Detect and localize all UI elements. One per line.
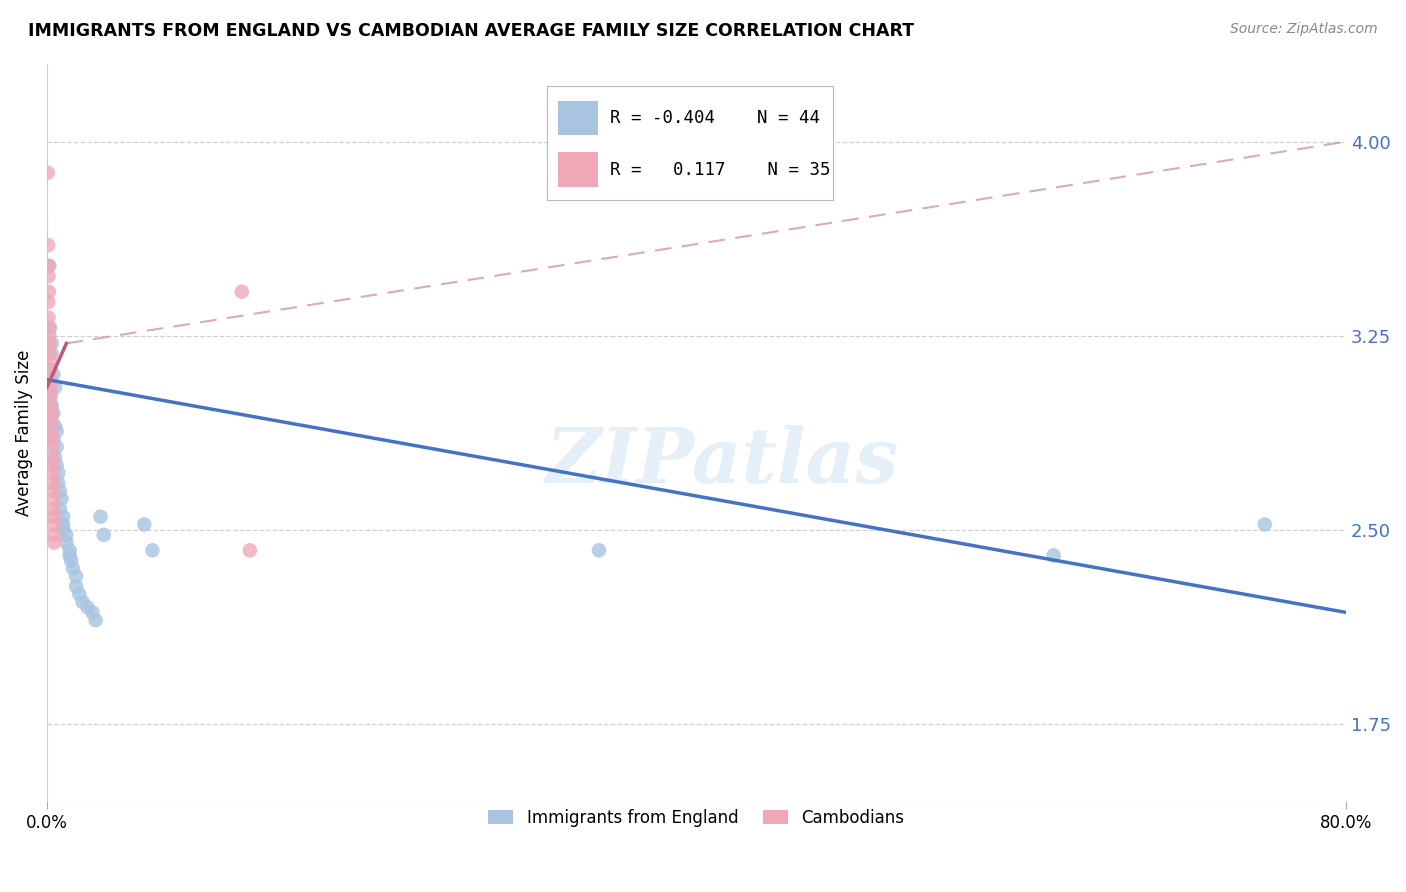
- Point: [76, 600, 98, 615]
- Point: [37, 238, 59, 252]
- Point: [44, 450, 66, 465]
- Point: [65, 580, 87, 594]
- Point: [39, 380, 62, 394]
- Point: [42, 509, 65, 524]
- Point: [39, 354, 62, 368]
- Point: [39, 399, 62, 413]
- Point: [239, 543, 262, 558]
- Point: [45, 440, 67, 454]
- Point: [52, 517, 75, 532]
- Point: [45, 458, 67, 472]
- Point: [38, 259, 60, 273]
- Point: [588, 543, 610, 558]
- Point: [38, 347, 60, 361]
- Point: [38, 310, 60, 325]
- Point: [82, 606, 104, 620]
- Point: [1042, 549, 1064, 563]
- Point: [44, 419, 66, 434]
- Point: [62, 561, 84, 575]
- Point: [59, 549, 82, 563]
- Point: [60, 554, 83, 568]
- Point: [39, 388, 62, 402]
- Point: [45, 425, 67, 439]
- Point: [42, 368, 65, 382]
- Point: [52, 509, 75, 524]
- Point: [46, 476, 69, 491]
- Point: [134, 517, 156, 532]
- Point: [38, 328, 60, 343]
- Point: [38, 321, 60, 335]
- Point: [38, 285, 60, 299]
- Text: IMMIGRANTS FROM ENGLAND VS CAMBODIAN AVERAGE FAMILY SIZE CORRELATION CHART: IMMIGRANTS FROM ENGLAND VS CAMBODIAN AVE…: [28, 22, 914, 40]
- Point: [41, 440, 63, 454]
- Point: [44, 535, 66, 549]
- Point: [55, 535, 77, 549]
- Point: [52, 523, 75, 537]
- Point: [39, 393, 62, 408]
- Point: [37, 295, 59, 310]
- Point: [41, 432, 63, 446]
- Point: [42, 406, 65, 420]
- Point: [42, 491, 65, 506]
- Point: [41, 347, 63, 361]
- Point: [41, 458, 63, 472]
- Text: ZIPatlas: ZIPatlas: [546, 425, 898, 500]
- Point: [42, 502, 65, 516]
- Point: [231, 285, 253, 299]
- Point: [41, 414, 63, 428]
- Point: [141, 543, 163, 558]
- Point: [65, 569, 87, 583]
- Point: [42, 432, 65, 446]
- Point: [41, 450, 63, 465]
- Point: [38, 269, 60, 284]
- Point: [42, 476, 65, 491]
- Point: [41, 466, 63, 480]
- Y-axis label: Average Family Size: Average Family Size: [15, 350, 32, 516]
- Point: [41, 406, 63, 420]
- Legend: Immigrants from England, Cambodians: Immigrants from England, Cambodians: [482, 802, 911, 833]
- Text: Source: ZipAtlas.com: Source: ZipAtlas.com: [1230, 22, 1378, 37]
- Point: [42, 483, 65, 498]
- Point: [84, 613, 107, 627]
- Point: [41, 336, 63, 351]
- Point: [39, 321, 62, 335]
- Point: [37, 166, 59, 180]
- Point: [49, 502, 72, 516]
- Point: [41, 399, 63, 413]
- Point: [55, 528, 77, 542]
- Point: [49, 483, 72, 498]
- Point: [89, 509, 111, 524]
- Point: [39, 362, 62, 376]
- Point: [39, 373, 62, 387]
- Point: [72, 595, 94, 609]
- Point: [59, 543, 82, 558]
- Point: [38, 336, 60, 351]
- Point: [41, 414, 63, 428]
- Point: [38, 259, 60, 273]
- Point: [41, 425, 63, 439]
- Point: [42, 517, 65, 532]
- Point: [67, 587, 90, 601]
- Point: [93, 528, 115, 542]
- Point: [44, 380, 66, 394]
- Point: [44, 528, 66, 542]
- Point: [51, 491, 73, 506]
- Point: [46, 466, 69, 480]
- Point: [1254, 517, 1277, 532]
